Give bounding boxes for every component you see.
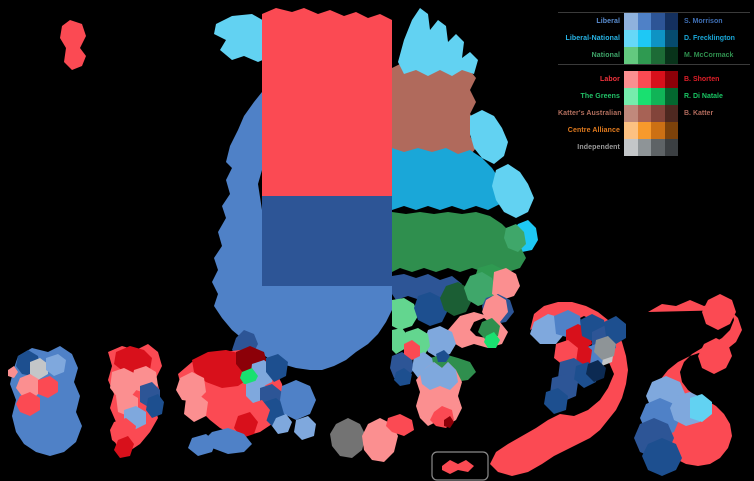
region-south-australia xyxy=(262,196,392,286)
legend-swatch-0 xyxy=(624,47,638,64)
legend-row-national[interactable]: National M. McCormack xyxy=(558,47,750,64)
legend-swatch-1 xyxy=(637,139,651,156)
legend-row-greens[interactable]: The Greens R. Di Natale xyxy=(558,88,750,105)
legend-swatch-3 xyxy=(664,88,678,105)
legend-label-centre-alliance: Centre Alliance xyxy=(567,127,620,134)
legend-block-coalition: Liberal S. Morrison Liberal-National D. … xyxy=(558,13,750,64)
region-southwest-fragment xyxy=(330,414,414,462)
legend-label-liberal: Liberal xyxy=(596,18,620,25)
legend-label-independent: Independent xyxy=(577,144,620,151)
legend-swatches-katters-australian xyxy=(624,105,678,122)
legend-swatch-3 xyxy=(664,122,678,139)
legend-label-greens: The Greens xyxy=(580,93,620,100)
legend-leader-national: M. McCormack xyxy=(684,52,734,59)
legend-swatch-0 xyxy=(624,122,638,139)
legend-swatch-3 xyxy=(664,71,678,88)
region-northern-territory xyxy=(262,8,392,196)
legend-row-liberal[interactable]: Liberal S. Morrison xyxy=(558,13,750,30)
region-tasmania xyxy=(416,350,462,428)
legend-swatch-2 xyxy=(651,139,665,156)
legend-row-liberal-national[interactable]: Liberal-National D. Frecklington xyxy=(558,30,750,47)
legend-label-liberal-national: Liberal-National xyxy=(565,35,620,42)
legend-swatches-greens xyxy=(624,88,678,105)
legend-swatch-2 xyxy=(651,47,665,64)
legend-swatch-0 xyxy=(624,139,638,156)
perth-inset xyxy=(8,346,82,456)
legend-swatch-3 xyxy=(664,105,678,122)
legend-swatch-0 xyxy=(624,105,638,122)
legend-swatch-1 xyxy=(637,105,651,122)
legend-swatch-2 xyxy=(651,122,665,139)
christmas-island-inset xyxy=(60,20,86,70)
legend-swatches-independent xyxy=(624,139,678,156)
legend-leader-labor: B. Shorten xyxy=(684,76,720,83)
adelaide-inset xyxy=(108,344,164,458)
legend-swatch-2 xyxy=(651,30,665,47)
legend-swatches-centre-alliance xyxy=(624,122,678,139)
legend-mid-rule xyxy=(558,64,750,65)
nsw-coastal-fragment xyxy=(478,294,508,348)
legend-row-centre-alliance[interactable]: Centre Alliance xyxy=(558,122,750,139)
legend-swatch-2 xyxy=(651,105,665,122)
legend-swatch-1 xyxy=(637,13,651,30)
region-southeast-cluster xyxy=(390,268,520,386)
region-queensland-north xyxy=(398,8,478,76)
legend-swatch-0 xyxy=(624,88,638,105)
legend-swatch-3 xyxy=(664,47,678,64)
legend-block-opposition: Labor B. Shorten The Greens R. Di Natale… xyxy=(558,71,750,156)
legend-swatch-3 xyxy=(664,139,678,156)
legend-swatches-national xyxy=(624,47,678,64)
legend-top-rule xyxy=(558,12,750,13)
legend-swatch-2 xyxy=(651,88,665,105)
legend-swatch-1 xyxy=(637,30,651,47)
legend-swatch-1 xyxy=(637,88,651,105)
legend-swatches-labor xyxy=(624,71,678,88)
legend-swatch-3 xyxy=(664,13,678,30)
canberra-act-inset[interactable] xyxy=(431,451,489,481)
legend-leader-liberal: S. Morrison xyxy=(684,18,723,25)
legend-row-independent[interactable]: Independent xyxy=(558,139,750,156)
legend: Liberal S. Morrison Liberal-National D. … xyxy=(558,12,750,156)
legend-swatch-1 xyxy=(637,71,651,88)
legend-swatch-0 xyxy=(624,71,638,88)
melbourne-inset xyxy=(176,346,316,456)
legend-swatch-0 xyxy=(624,30,638,47)
legend-leader-greens: R. Di Natale xyxy=(684,93,723,100)
legend-swatch-1 xyxy=(637,47,651,64)
legend-swatch-1 xyxy=(637,122,651,139)
legend-row-labor[interactable]: Labor B. Shorten xyxy=(558,71,750,88)
legend-swatches-liberal xyxy=(624,13,678,30)
legend-leader-katters-australian: B. Katter xyxy=(684,110,714,117)
legend-label-national: National xyxy=(591,52,620,59)
legend-swatch-2 xyxy=(651,13,665,30)
legend-label-katters-australian: Katter's Australian xyxy=(558,110,622,117)
legend-swatch-2 xyxy=(651,71,665,88)
legend-swatch-3 xyxy=(664,30,678,47)
legend-label-labor: Labor xyxy=(600,76,620,83)
legend-row-katters-australian[interactable]: Katter's Australian B. Katter xyxy=(558,105,750,122)
legend-leader-liberal-national: D. Frecklington xyxy=(684,35,735,42)
legend-swatch-0 xyxy=(624,13,638,30)
sydney-inset xyxy=(490,302,628,476)
legend-swatches-liberal-national xyxy=(624,30,678,47)
brisbane-inset xyxy=(634,294,742,476)
region-queensland-katter xyxy=(392,60,478,162)
